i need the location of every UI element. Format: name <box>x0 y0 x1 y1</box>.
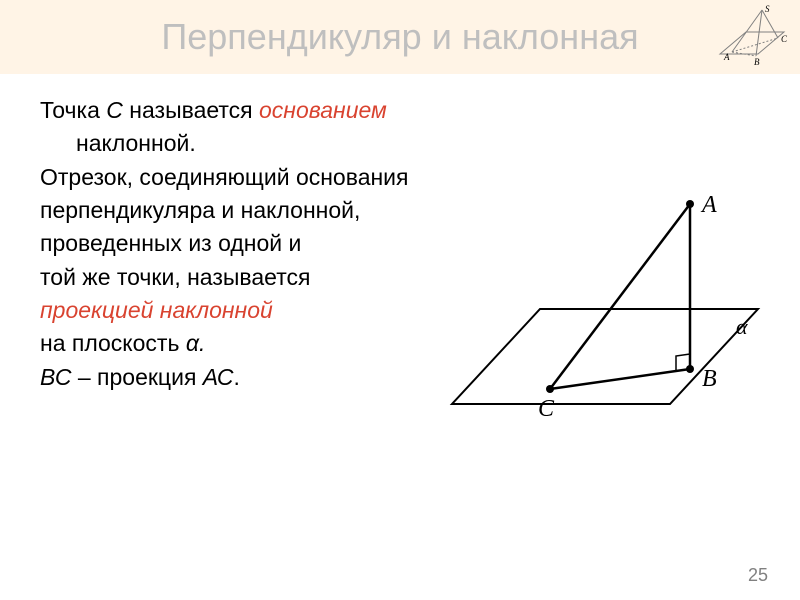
thumbnail-diagram: S A B C <box>714 4 794 69</box>
term-projection: проекцией наклонной <box>40 294 470 327</box>
term-osnovaniem: основанием <box>259 97 387 123</box>
segment-ac <box>550 204 690 389</box>
point-b <box>686 365 694 373</box>
text-fragment: . <box>233 364 239 390</box>
point-a <box>686 200 694 208</box>
label-alpha: α <box>736 314 748 339</box>
definition-text: Точка С называется основанием наклонной.… <box>40 94 470 394</box>
text-fragment: той же точки, называется <box>40 261 470 294</box>
page-title: Перпендикуляр и наклонная <box>20 16 780 58</box>
text-alpha: α. <box>186 330 206 356</box>
thumb-label-c: C <box>781 34 788 44</box>
geometry-diagram: A B C α <box>440 174 780 454</box>
thumb-plane <box>720 32 784 54</box>
point-c <box>546 385 554 393</box>
thumb-edge-3 <box>762 10 778 38</box>
thumb-label-a: A <box>723 52 730 62</box>
thumb-base-1 <box>732 38 778 52</box>
label-b: B <box>702 366 717 392</box>
text-fragment: на плоскость <box>40 330 186 356</box>
title-bar: Перпендикуляр и наклонная <box>0 0 800 74</box>
text-fragment: перпендикуляра и наклонной, <box>40 194 470 227</box>
thumb-label-s: S <box>765 4 770 14</box>
text-fragment: наклонной. <box>40 127 470 160</box>
text-fragment: Отрезок, соединяющий основания <box>40 161 470 194</box>
label-c: C <box>538 396 555 422</box>
text-fragment: называется <box>123 97 259 123</box>
text-fragment: Точка <box>40 97 106 123</box>
text-ac: АС <box>203 364 234 390</box>
content-area: Точка С называется основанием наклонной.… <box>0 74 800 394</box>
text-point-c: С <box>106 97 123 123</box>
page-number: 25 <box>748 565 768 586</box>
text-fragment: – проекция <box>71 364 202 390</box>
text-bc: ВС <box>40 364 71 390</box>
text-fragment: проведенных из одной и <box>40 227 470 260</box>
label-a: A <box>700 192 717 218</box>
segment-bc <box>550 369 690 389</box>
thumb-label-b: B <box>754 57 760 67</box>
